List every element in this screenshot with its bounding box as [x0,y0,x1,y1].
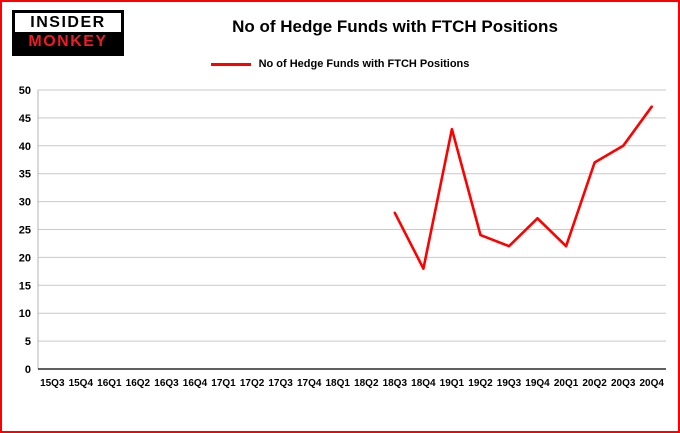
y-tick-label: 30 [19,197,31,209]
x-tick-label: 19Q1 [440,378,465,389]
x-tick-label: 15Q3 [40,378,65,389]
x-tick-label: 20Q3 [611,378,636,389]
x-tick-label: 19Q2 [468,378,493,389]
y-tick-label: 15 [19,280,31,292]
y-tick-label: 35 [19,169,31,181]
y-tick-label: 20 [19,252,31,264]
x-tick-label: 20Q2 [582,378,607,389]
y-tick-label: 10 [19,308,31,320]
y-tick-label: 40 [19,141,31,153]
insider-monkey-logo: INSIDER MONKEY [12,10,124,56]
x-tick-label: 19Q4 [525,378,550,389]
y-axis-labels: 0 5 10 15 20 25 30 35 40 45 50 [19,85,31,376]
chart-area: 0 5 10 15 20 25 30 35 40 45 50 15Q3 15Q4 16Q1 16Q2 16Q3… [2,74,678,431]
x-tick-label: 20Q1 [554,378,579,389]
y-tick-label: 50 [19,85,31,97]
x-tick-label: 15Q4 [69,378,94,389]
x-tick-label: 18Q3 [383,378,408,389]
x-tick-label: 18Q1 [325,378,350,389]
chart-legend: No of Hedge Funds with FTCH Positions [2,58,678,70]
chart-title: No of Hedge Funds with FTCH Positions [232,17,558,36]
y-tick-label: 25 [19,225,31,237]
x-tick-label: 17Q1 [211,378,236,389]
x-tick-label: 19Q3 [497,378,522,389]
x-tick-label: 17Q4 [297,378,322,389]
x-tick-label: 16Q2 [126,378,151,389]
gridlines [38,89,666,342]
x-tick-label: 16Q4 [183,378,208,389]
logo-text-monkey: MONKEY [15,32,121,53]
x-tick-label: 16Q1 [97,378,122,389]
y-tick-label: 5 [25,336,31,348]
legend-line-swatch [210,62,251,66]
y-tick-label: 45 [19,113,31,125]
y-tick-label: 0 [25,364,31,376]
x-tick-label: 18Q4 [411,378,436,389]
series-line [393,105,653,270]
line-chart: 0 5 10 15 20 25 30 35 40 45 50 15Q3 15Q4 16Q1 16Q2 16Q3… [19,85,666,389]
x-axis-labels: 15Q3 15Q4 16Q1 16Q2 16Q3 16Q4 17Q1 17Q2 17Q3 17Q4… [40,378,664,389]
logo-text-insider: INSIDER [15,13,121,32]
x-tick-label: 17Q3 [268,378,293,389]
x-tick-label: 20Q4 [639,378,664,389]
x-tick-label: 18Q2 [354,378,379,389]
x-tick-label: 17Q2 [240,378,265,389]
legend-label: No of Hedge Funds with FTCH Positions [258,58,470,70]
x-tick-label: 16Q3 [154,378,179,389]
